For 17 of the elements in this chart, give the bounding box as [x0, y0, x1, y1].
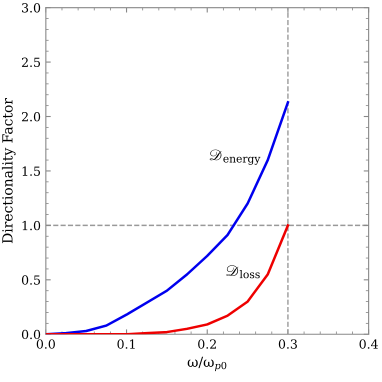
x-tick-label: 0.0 — [36, 339, 55, 349]
x-tick-label: 0.3 — [278, 339, 297, 349]
x-tick-label: 0.1 — [117, 339, 135, 349]
y-tick-label: 2.5 — [22, 58, 40, 67]
x-tick-label: 0.4 — [360, 339, 378, 349]
y-axis-title: Directionality Factor — [2, 98, 16, 244]
y-tick-label: 1.5 — [22, 166, 40, 176]
x-tick-label: 0.2 — [198, 339, 216, 349]
y-tick-label: 2.0 — [22, 112, 40, 122]
y-tick-label: 3.0 — [22, 3, 40, 13]
y-tick-label: 1.0 — [22, 220, 40, 230]
series-label: 𝒟$_{loss}$ — [226, 265, 260, 278]
y-tick-label: 0.0 — [22, 330, 40, 340]
series-label: 𝒟$_{energy}$ — [210, 150, 260, 165]
y-tick-label: 0.5 — [22, 275, 40, 285]
line-series — [46, 224, 290, 334]
x-axis-title: ω/ω$_{p0}$ — [188, 356, 226, 372]
